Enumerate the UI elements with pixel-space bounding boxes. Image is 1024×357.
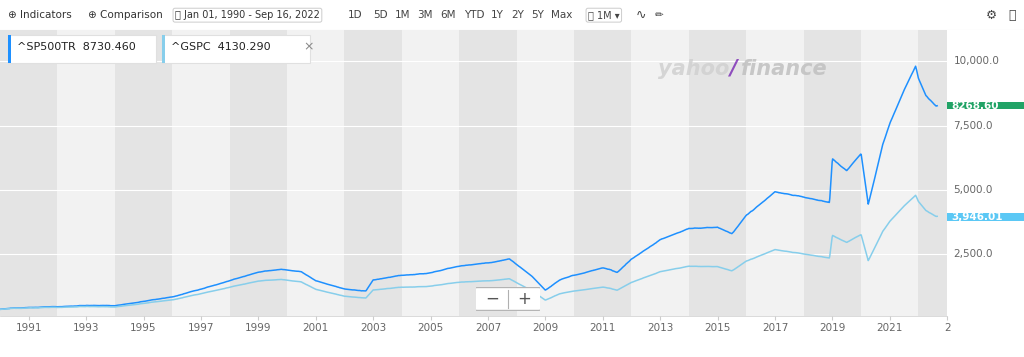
Bar: [8, 35, 11, 63]
Text: ⬛ 1M ▾: ⬛ 1M ▾: [588, 10, 620, 20]
Text: yahoo: yahoo: [658, 59, 730, 79]
Text: 8268.60: 8268.60: [952, 101, 999, 111]
Text: 3M: 3M: [417, 10, 432, 20]
Text: 2Y: 2Y: [511, 10, 524, 20]
Text: ^GSPC  4130.290: ^GSPC 4130.290: [171, 42, 270, 52]
Text: 5D: 5D: [373, 10, 388, 20]
Text: 5Y: 5Y: [531, 10, 544, 20]
Text: 1D: 1D: [348, 10, 362, 20]
Text: 6M: 6M: [440, 10, 456, 20]
Bar: [115, 30, 172, 316]
Text: /: /: [729, 59, 737, 79]
Bar: [8, 35, 156, 63]
Bar: [172, 30, 229, 316]
Text: ⊕ Indicators: ⊕ Indicators: [8, 10, 72, 20]
Bar: [804, 30, 861, 316]
Text: Max: Max: [551, 10, 572, 20]
Text: ^SP500TR  8730.460: ^SP500TR 8730.460: [17, 42, 136, 52]
Bar: [162, 35, 310, 63]
Text: 1M: 1M: [395, 10, 411, 20]
Text: 🗓 Jan 01, 1990 - Sep 16, 2022: 🗓 Jan 01, 1990 - Sep 16, 2022: [175, 10, 319, 20]
Bar: [401, 30, 459, 316]
Text: −: −: [485, 290, 499, 308]
Text: 5,000.0: 5,000.0: [953, 185, 992, 195]
Bar: [574, 30, 632, 316]
Text: ∿: ∿: [636, 9, 646, 22]
Text: 3,946.01: 3,946.01: [952, 212, 1004, 222]
Text: ×: ×: [303, 41, 313, 54]
Text: YTD: YTD: [464, 10, 484, 20]
Bar: [947, 102, 1024, 109]
Bar: [517, 30, 574, 316]
Bar: [229, 30, 287, 316]
Text: ✏: ✏: [655, 10, 664, 20]
Text: 2,500.0: 2,500.0: [953, 249, 993, 259]
Bar: [861, 30, 919, 316]
Text: 10,000.0: 10,000.0: [953, 56, 999, 66]
Text: ⚙: ⚙: [986, 9, 997, 22]
Text: 1Y: 1Y: [490, 10, 504, 20]
Text: 7,500.0: 7,500.0: [953, 121, 993, 131]
Bar: [689, 30, 746, 316]
FancyBboxPatch shape: [475, 288, 541, 310]
Bar: [0, 30, 57, 316]
Text: ⤴: ⤴: [1008, 9, 1016, 22]
Text: finance: finance: [740, 59, 827, 79]
Bar: [746, 30, 804, 316]
Bar: [947, 213, 1024, 221]
Bar: [287, 30, 344, 316]
Bar: [344, 30, 401, 316]
Bar: [57, 30, 115, 316]
Text: +: +: [517, 290, 530, 308]
Bar: [632, 30, 689, 316]
Bar: [162, 35, 165, 63]
Bar: [919, 30, 976, 316]
Text: ⊕ Comparison: ⊕ Comparison: [88, 10, 163, 20]
Bar: [459, 30, 517, 316]
